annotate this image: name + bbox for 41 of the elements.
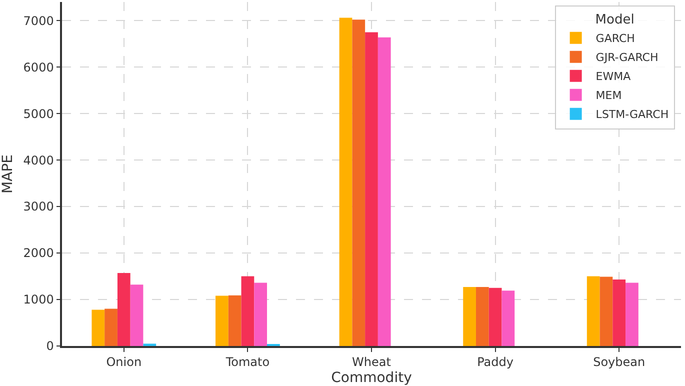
x-tick-label: Onion [106,355,142,370]
x-tick-label: Soybean [593,355,646,370]
x-tick-label: Wheat [352,355,392,370]
bar [241,276,254,346]
legend-label: LSTM-GARCH [596,108,669,122]
bar [626,282,638,346]
x-tick-label: Tomato [224,355,270,370]
bar [476,286,489,346]
bar [254,282,268,346]
y-tick-label: 0 [46,339,54,354]
bar [104,308,118,346]
y-tick-label: 6000 [23,60,54,74]
y-tick-label: 4000 [23,153,54,168]
bar [117,273,130,346]
y-tick-label: 7000 [23,14,54,28]
bar [463,286,476,346]
bar [228,295,242,346]
bar [365,32,378,346]
bar [130,284,144,346]
x-tick-label: Paddy [477,355,514,370]
bar [216,296,228,346]
bar [586,276,600,346]
legend-label: MEM [596,89,622,102]
bar [339,18,352,346]
bar [612,280,626,346]
bar [502,290,515,346]
legend-label: GARCH [596,32,635,46]
bar [378,37,391,346]
x-axis-title: Commodity [331,370,412,386]
y-tick-label: 3000 [23,200,54,214]
y-tick-label: 1000 [23,292,54,307]
bar [488,288,502,346]
bar [92,310,105,346]
y-axis-title: MAPE [0,154,16,194]
bar [352,20,366,346]
bar [600,276,613,346]
y-tick-label: 5000 [23,106,54,121]
legend-label: GJR-GARCH [596,51,658,64]
legend-label: EWMA [596,70,632,84]
y-tick-label: 2000 [23,246,54,260]
legend-title: Model [595,12,634,28]
